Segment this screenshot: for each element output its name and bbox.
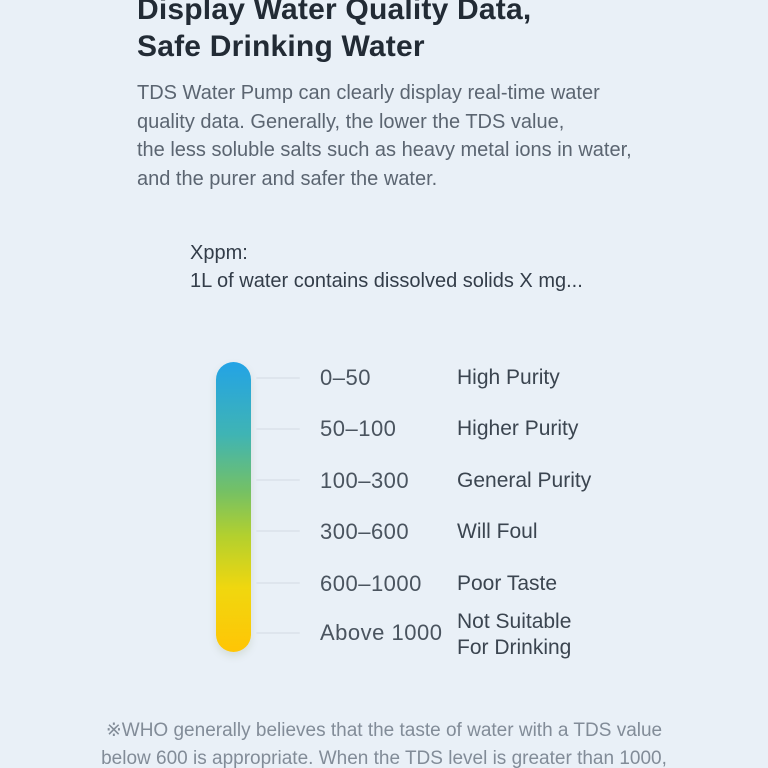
footnote-line: below 600 is appropriate. When the TDS l… [101, 747, 667, 768]
tds-definition: Xppm: 1L of water contains dissolved sol… [190, 239, 583, 295]
purity-label: Will Foul [457, 520, 538, 543]
tick-mark [256, 377, 300, 379]
purity-label: Higher Purity [457, 417, 579, 440]
intro-line: and the purer and safer the water. [137, 167, 438, 190]
scale-row: 100–300 General Purity [0, 467, 768, 495]
scale-row: 300–600 Will Foul [0, 518, 768, 546]
page-title-line-2: Safe Drinking Water [137, 30, 425, 63]
tds-range-value: 50–100 [320, 416, 397, 441]
tds-range-value: Above 1000 [320, 620, 443, 645]
tick-mark [256, 428, 300, 430]
tds-definition-text: 1L of water contains dissolved solids X … [190, 270, 583, 292]
intro-paragraph: TDS Water Pump can clearly display real-… [137, 79, 632, 193]
tds-definition-term: Xppm: [190, 242, 248, 264]
tds-gradient-bar [216, 362, 251, 652]
tick-mark [256, 632, 300, 634]
tds-range-value: 100–300 [320, 468, 410, 493]
purity-label: General Purity [457, 469, 592, 492]
intro-line: the less soluble salts such as heavy met… [137, 139, 632, 161]
tds-range-value: 300–600 [320, 519, 410, 544]
page-title: Display Water Quality Data, Safe Drinkin… [137, 0, 531, 65]
scale-row: 600–1000 Poor Taste [0, 570, 768, 598]
page-title-line-1: Display Water Quality Data, [137, 0, 532, 26]
tick-mark [256, 582, 300, 584]
purity-label: Not Suitable For Drinking [457, 610, 572, 659]
purity-label: High Purity [457, 366, 560, 389]
intro-line: quality data. Generally, the lower the T… [137, 110, 565, 133]
footnote-line: ※WHO generally believes that the taste o… [105, 720, 663, 741]
tds-range-value: 600–1000 [320, 571, 422, 596]
scale-row: Above 1000 Not Suitable For Drinking [0, 610, 768, 659]
tick-mark [256, 479, 300, 481]
purity-label: Poor Taste [457, 572, 558, 595]
footnote: ※WHO generally believes that the taste o… [0, 717, 768, 768]
intro-line: TDS Water Pump can clearly display real-… [137, 82, 600, 104]
tick-mark [256, 530, 300, 532]
scale-row: 50–100 Higher Purity [0, 415, 768, 443]
tds-range-value: 0–50 [320, 365, 371, 390]
scale-row: 0–50 High Purity [0, 364, 768, 392]
